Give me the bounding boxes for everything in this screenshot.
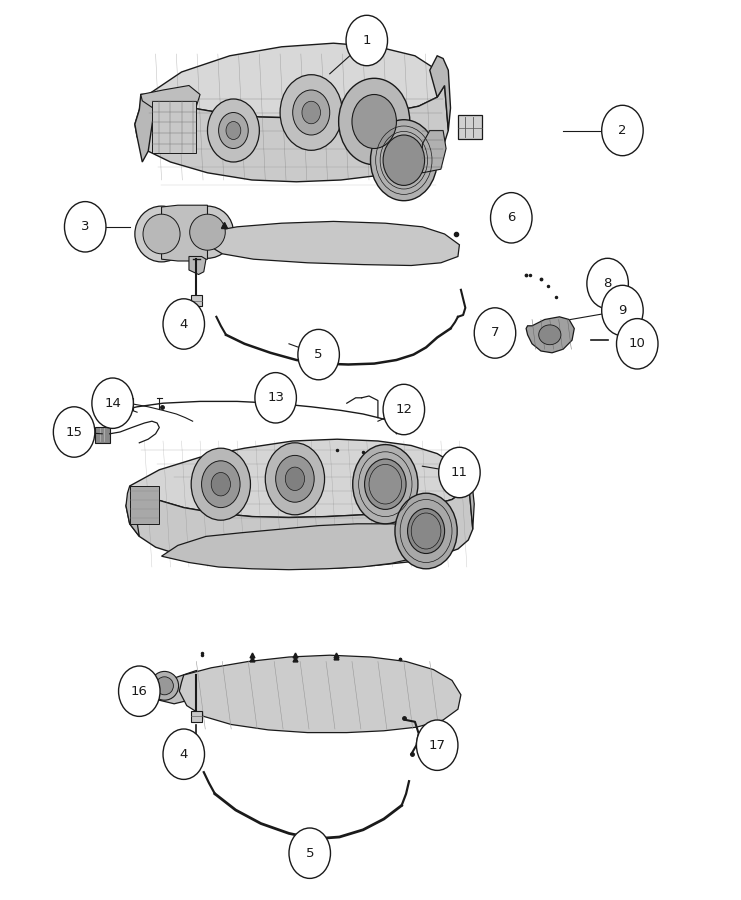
Circle shape [276,455,314,502]
Circle shape [346,15,388,66]
Polygon shape [207,221,459,266]
Polygon shape [422,130,446,173]
Polygon shape [430,56,451,130]
Polygon shape [189,256,206,274]
Circle shape [339,78,410,165]
Text: 13: 13 [268,392,284,404]
Text: 10: 10 [629,338,645,350]
Circle shape [587,258,628,309]
Ellipse shape [150,671,179,700]
Circle shape [289,828,330,878]
Polygon shape [126,486,139,536]
Circle shape [219,112,248,148]
Ellipse shape [539,325,561,345]
Circle shape [207,99,259,162]
Text: 5: 5 [314,348,323,361]
Circle shape [383,384,425,435]
Circle shape [491,193,532,243]
Circle shape [265,443,325,515]
Circle shape [226,122,241,140]
Polygon shape [141,43,445,118]
Circle shape [352,94,396,148]
Text: 6: 6 [507,212,516,224]
Circle shape [395,493,457,569]
Text: 4: 4 [179,318,188,330]
Circle shape [439,447,480,498]
Ellipse shape [190,214,225,250]
Text: 11: 11 [451,466,468,479]
Circle shape [255,373,296,423]
Circle shape [280,75,342,150]
Circle shape [602,105,643,156]
Text: 8: 8 [603,277,612,290]
Text: 17: 17 [429,739,445,752]
Ellipse shape [182,206,233,258]
Text: 15: 15 [66,426,82,438]
Circle shape [202,461,240,508]
Circle shape [617,319,658,369]
Circle shape [64,202,106,252]
Text: 7: 7 [491,327,499,339]
Text: 9: 9 [618,304,627,317]
Polygon shape [191,711,202,722]
Polygon shape [135,94,156,162]
Polygon shape [130,439,468,518]
Circle shape [211,472,230,496]
Text: 14: 14 [104,397,121,410]
Circle shape [92,378,133,428]
Circle shape [370,120,437,201]
Polygon shape [191,295,202,306]
Polygon shape [152,101,196,153]
Circle shape [353,445,418,524]
Polygon shape [141,86,200,112]
Circle shape [602,285,643,336]
Circle shape [163,729,205,779]
Text: 12: 12 [396,403,412,416]
Circle shape [163,299,205,349]
Circle shape [416,720,458,770]
Polygon shape [126,479,473,569]
Polygon shape [120,398,133,410]
Polygon shape [526,317,574,353]
Circle shape [191,448,250,520]
Ellipse shape [143,214,180,254]
Ellipse shape [156,677,173,695]
Ellipse shape [135,206,188,262]
Text: 3: 3 [81,220,90,233]
Circle shape [383,135,425,185]
Polygon shape [458,459,474,529]
Text: 2: 2 [618,124,627,137]
Circle shape [285,467,305,491]
Polygon shape [95,427,110,443]
Text: 1: 1 [362,34,371,47]
Text: 4: 4 [179,748,188,760]
Circle shape [302,102,320,123]
Circle shape [293,90,330,135]
Polygon shape [152,670,206,704]
Circle shape [408,508,445,554]
Circle shape [298,329,339,380]
Polygon shape [179,655,461,733]
Circle shape [119,666,160,716]
Circle shape [474,308,516,358]
Polygon shape [135,86,448,182]
Polygon shape [458,115,482,139]
Circle shape [365,459,406,509]
Polygon shape [130,486,159,524]
Text: 16: 16 [131,685,147,698]
Polygon shape [162,205,207,261]
Text: 5: 5 [305,847,314,860]
Circle shape [53,407,95,457]
Polygon shape [162,524,437,570]
